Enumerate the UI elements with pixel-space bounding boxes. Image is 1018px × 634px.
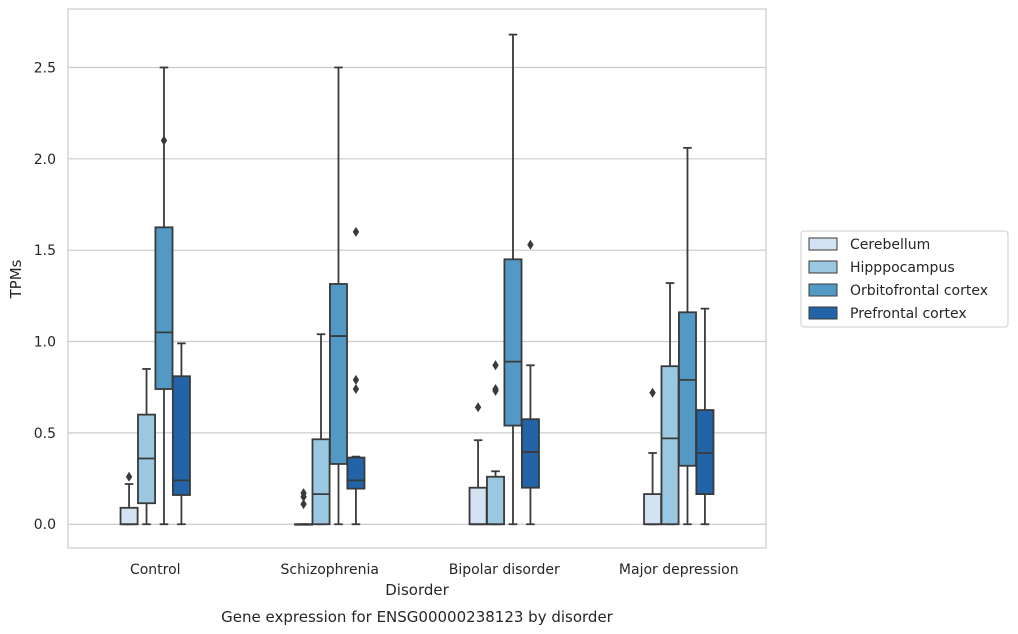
box-body [643, 493, 663, 526]
box-body [486, 475, 505, 526]
outlier-point [474, 402, 482, 413]
legend-swatch [808, 306, 838, 320]
x-axis-label: Disorder [385, 581, 449, 599]
box [468, 402, 488, 526]
y-tick-label: 2.0 [34, 152, 56, 168]
box [695, 307, 715, 526]
outlier-point [300, 499, 307, 510]
box [137, 368, 156, 526]
box-body [503, 258, 523, 427]
outlier-point [352, 226, 360, 237]
outlier-point [160, 135, 168, 146]
outlier-point [125, 471, 133, 482]
x-tick-label: Schizophrenia [281, 562, 379, 578]
box-body [520, 418, 540, 489]
y-axis-ticks: 0.0 0.5 1.0 1.5 2.0 2.5 [34, 60, 56, 533]
legend-swatch [808, 237, 838, 251]
box-body [119, 506, 139, 526]
box-body [171, 375, 191, 496]
box [171, 342, 191, 526]
legend-entry: Cerebellum [850, 237, 930, 253]
box [486, 360, 505, 526]
legend-entry: Hipppocampus [850, 260, 955, 276]
outlier-point [492, 384, 499, 395]
legend-entry: Orbitofrontal cortex [850, 283, 988, 299]
box [678, 146, 697, 526]
y-tick-label: 0.5 [34, 426, 56, 442]
box [154, 66, 174, 526]
outlier-point [352, 374, 360, 385]
box [520, 239, 540, 526]
y-tick-label: 2.5 [34, 60, 56, 76]
x-tick-label: Control [130, 562, 181, 578]
box-body [154, 226, 174, 390]
legend-frame [800, 230, 1009, 328]
box [346, 226, 366, 526]
box [311, 333, 331, 526]
figure-caption: Gene expression for ENSG00000238123 by d… [221, 608, 614, 626]
x-axis-ticks: Control Schizophrenia Bipolar disorder Majo… [130, 562, 739, 578]
legend-swatch [808, 260, 838, 274]
legend-entry: Prefrontal cortex [850, 306, 967, 322]
y-axis-label: TPMs [7, 259, 25, 299]
outlier-point [492, 360, 499, 371]
box-body [678, 311, 697, 467]
outlier-point [649, 387, 656, 398]
x-tick-label: Major depression [619, 562, 739, 578]
y-tick-label: 1.5 [34, 243, 56, 259]
box-body [660, 365, 680, 526]
y-tick-label: 1.0 [34, 335, 56, 351]
box [643, 387, 663, 526]
box-group [119, 33, 715, 526]
outlier-point [527, 239, 534, 250]
box-body [346, 456, 366, 490]
x-tick-label: Bipolar disorder [449, 562, 560, 578]
box [503, 33, 523, 526]
box [119, 471, 139, 526]
outlier-point [300, 488, 307, 499]
y-tick-label: 0.0 [34, 517, 56, 533]
legend: Cerebellum Hipppocampus Orbitofrontal cort… [800, 230, 1009, 328]
outlier-point [352, 384, 360, 395]
box-body [695, 409, 715, 496]
box-body [311, 438, 331, 526]
box [329, 66, 348, 526]
box-body [468, 486, 488, 526]
box-body [329, 283, 348, 465]
legend-swatch [808, 283, 838, 297]
